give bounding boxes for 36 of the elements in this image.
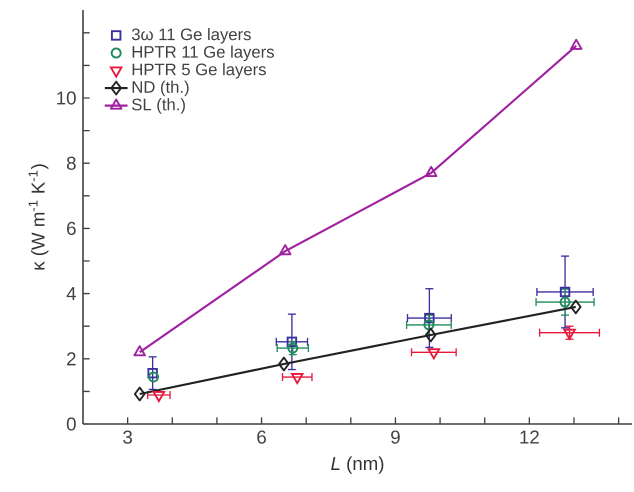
legend-label: HPTR 11 Ge layers	[132, 46, 274, 62]
x-axis-title: L (nm)	[331, 456, 384, 474]
point	[152, 390, 166, 402]
point	[560, 296, 571, 308]
y-axis-title: κ (W m$^{-1}$ K$^{-1}$)	[28, 164, 48, 270]
y-tick-label: 4	[66, 287, 76, 300]
point	[134, 386, 146, 402]
point	[424, 328, 436, 342]
point	[570, 38, 582, 50]
x-tick-label: 6	[257, 430, 266, 444]
point	[424, 166, 438, 177]
y-tick-label: 8	[66, 156, 76, 170]
point	[291, 373, 304, 384]
point	[278, 356, 290, 372]
x-tick-label: 9	[391, 430, 400, 444]
point	[278, 244, 292, 256]
point	[560, 286, 570, 298]
x-tick-label: 3	[123, 430, 132, 444]
x-tick-label: 12	[520, 430, 539, 444]
y-tick-label: 2	[67, 352, 76, 366]
y-tick-label: 10	[57, 91, 76, 105]
legend-label: SL (th.)	[132, 98, 185, 114]
point	[148, 372, 159, 383]
point	[286, 336, 298, 348]
y-tick-label: 6	[67, 222, 76, 236]
point	[570, 300, 582, 314]
point	[424, 312, 435, 324]
point	[428, 348, 440, 360]
point	[287, 342, 298, 354]
legend-label: 3ω 11 Ge layers	[132, 28, 251, 44]
y-tick-label: 0	[66, 417, 76, 431]
point	[147, 368, 158, 378]
legend-label: ND (th.)	[132, 80, 189, 96]
point	[423, 319, 434, 330]
legend-label: HPTR 5 Ge layers	[132, 63, 266, 79]
point	[563, 328, 576, 340]
